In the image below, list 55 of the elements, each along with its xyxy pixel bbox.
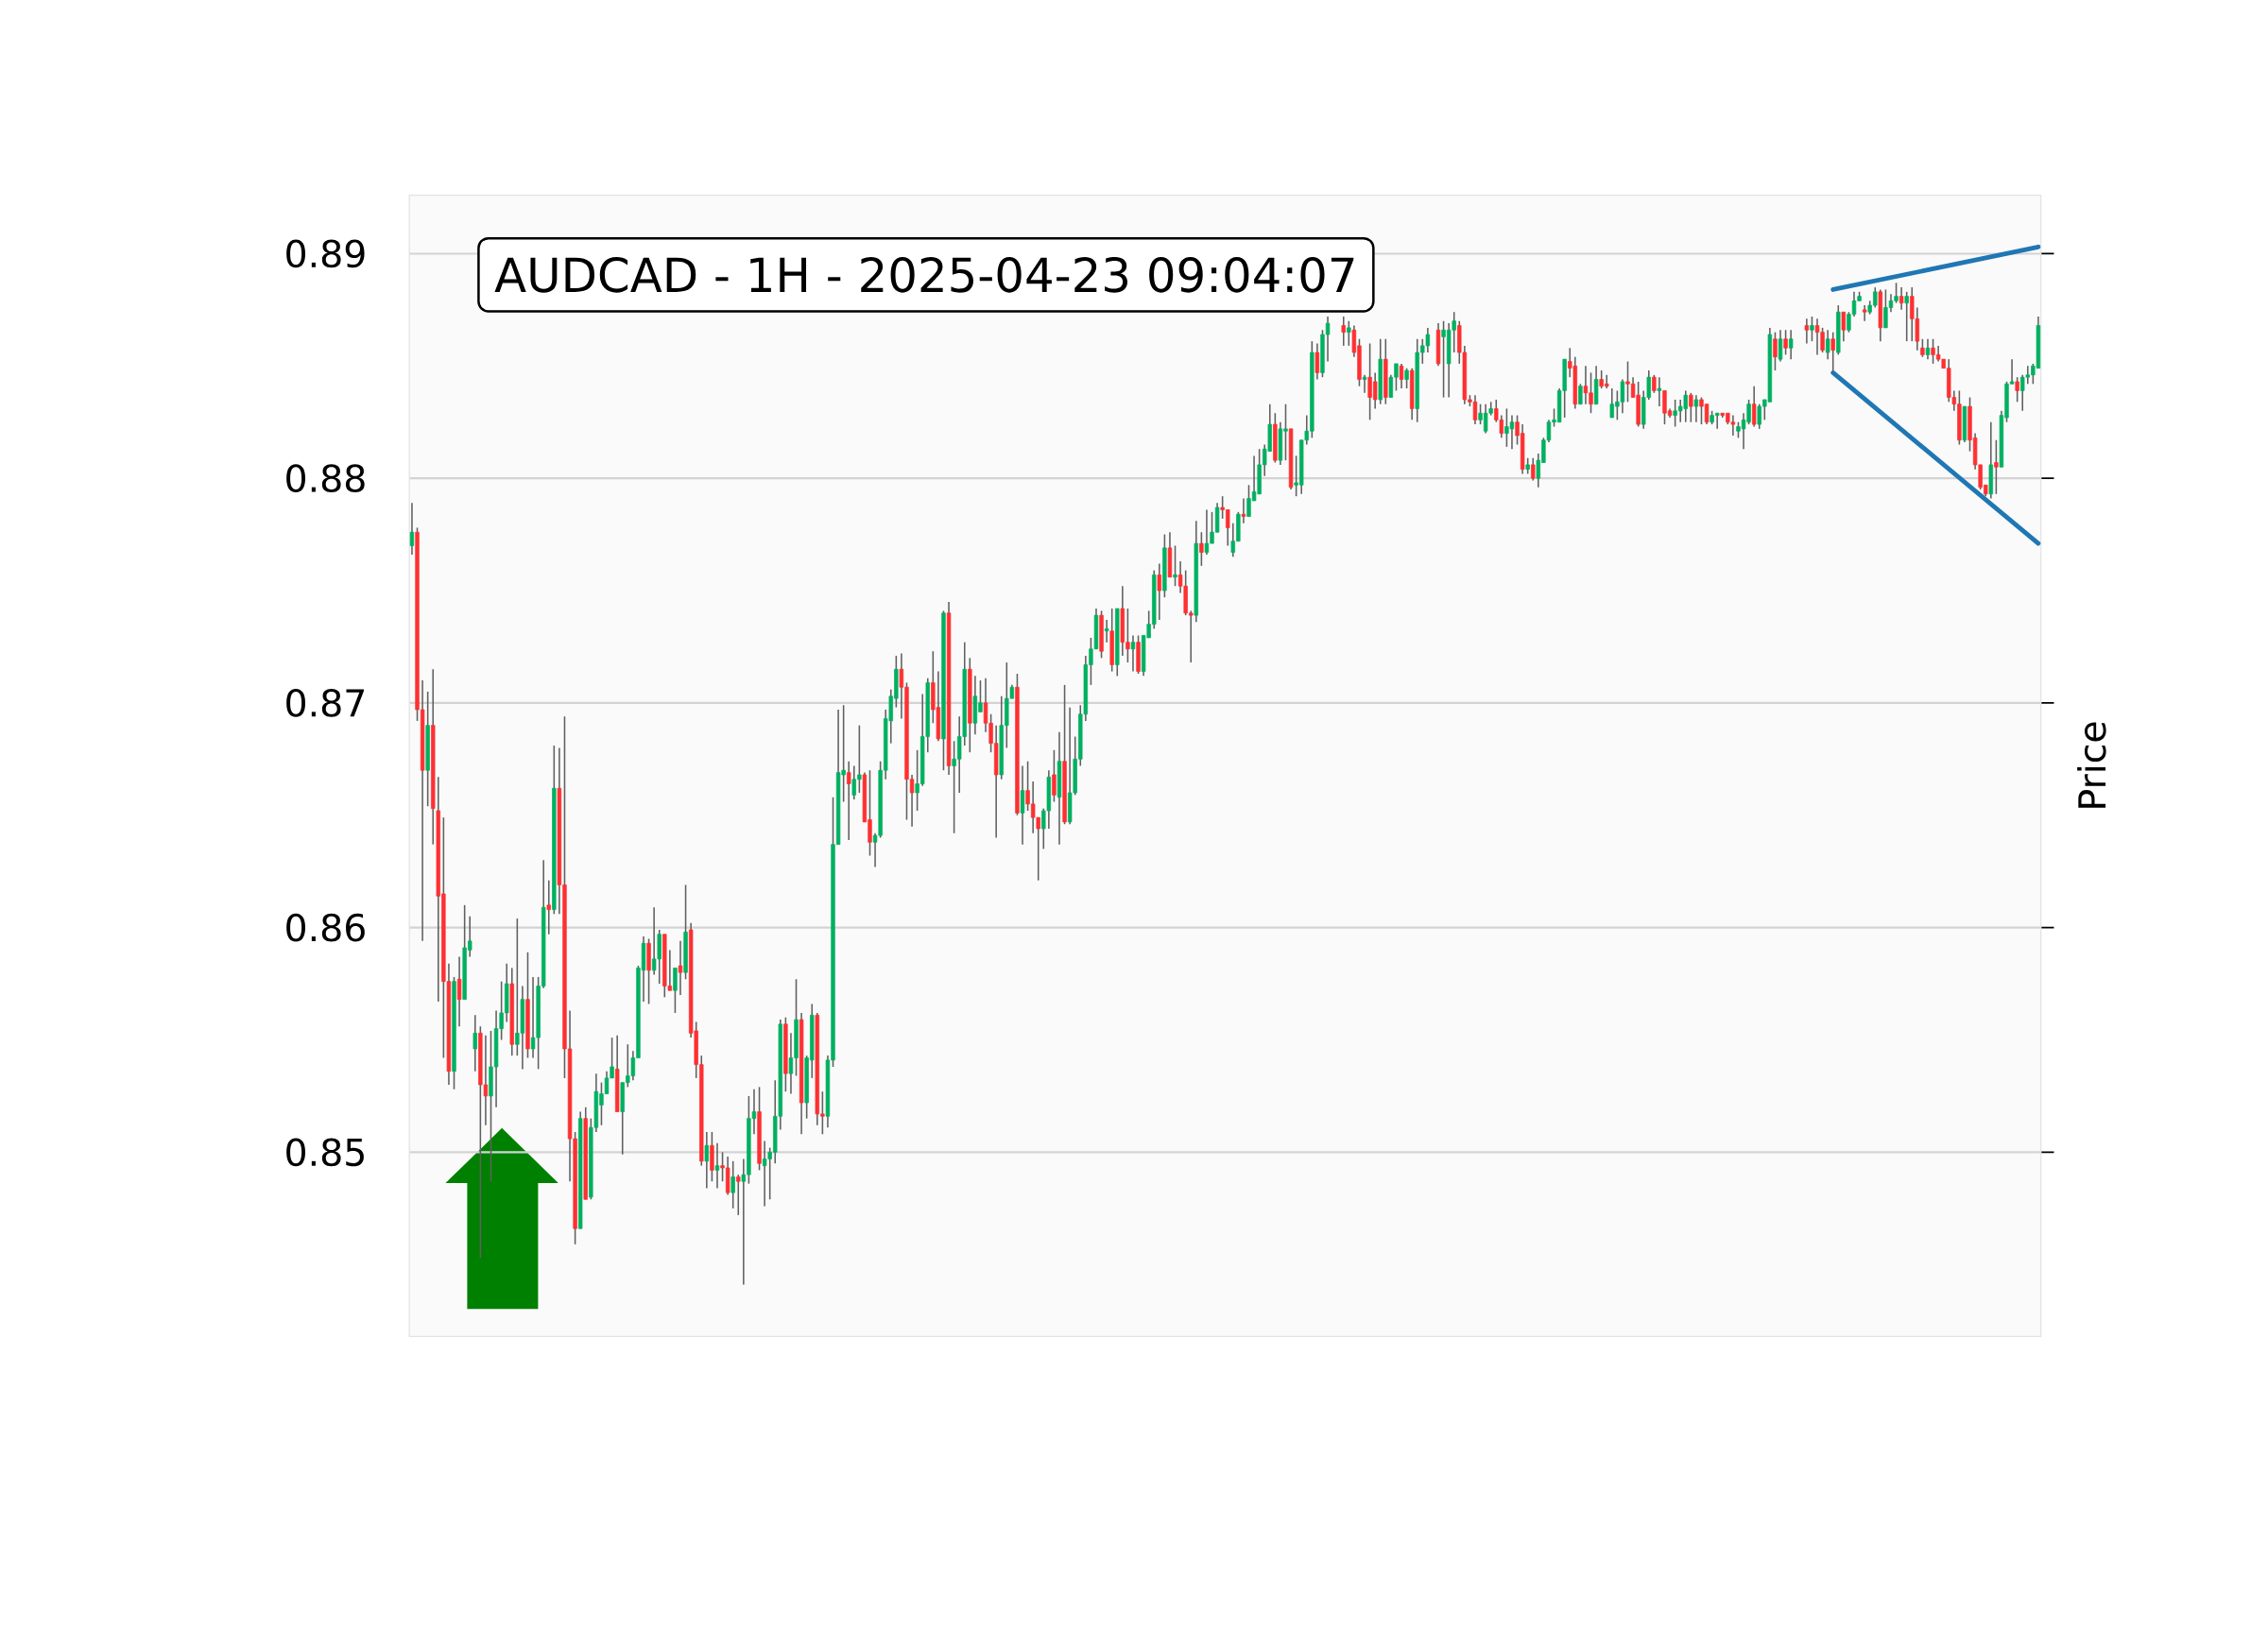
candlestick <box>1810 316 1814 342</box>
candlestick <box>1841 311 1847 342</box>
candlestick <box>1862 304 1867 322</box>
candlestick <box>1830 331 1835 374</box>
candlestick <box>1904 291 1909 342</box>
candlestick <box>546 879 551 935</box>
candlestick <box>678 940 683 996</box>
candlestick <box>1994 438 1999 495</box>
candlestick <box>1173 544 1177 588</box>
candlestick <box>1578 383 1583 405</box>
y-axis-title: Price <box>2077 722 2106 808</box>
candlestick <box>1052 749 1057 803</box>
candlestick <box>1925 337 1931 360</box>
y-tick-label: 0.87 <box>286 688 364 717</box>
candlestick <box>1104 619 1109 643</box>
candlestick <box>714 1142 720 1190</box>
candlestick <box>673 967 678 1014</box>
candlestick <box>704 1131 710 1190</box>
candlestick <box>1314 342 1320 381</box>
candlestick <box>1362 374 1367 394</box>
y-tick-label: 0.86 <box>286 913 365 942</box>
candlestick <box>1347 319 1351 347</box>
candlestick <box>847 760 851 841</box>
candlestick <box>1130 634 1136 673</box>
candlestick <box>409 502 415 556</box>
candlestick <box>1020 764 1025 846</box>
candlestick <box>1773 331 1778 371</box>
candlestick <box>1689 392 1693 423</box>
candlestick <box>1804 317 1810 345</box>
candlestick <box>1241 497 1246 524</box>
candlestick <box>1404 367 1409 389</box>
candlestick <box>1920 337 1925 358</box>
candlestick <box>456 955 462 1027</box>
candlestick <box>1693 394 1699 423</box>
candlestick <box>736 1174 741 1216</box>
candlestick <box>1788 329 1794 360</box>
candlestick <box>1399 363 1404 389</box>
y-tick-label: 0.89 <box>286 239 365 268</box>
text: AUDCAD - 1H - 2025-04-23 09:04:07 <box>494 256 1354 293</box>
candlestick <box>1531 456 1536 482</box>
candlestick <box>2015 376 2019 403</box>
y-tick-label: 0.88 <box>286 464 365 493</box>
candlestick <box>1199 531 1204 567</box>
candlestick <box>1157 562 1162 621</box>
candlestick <box>730 1160 735 1210</box>
candlestick <box>1657 376 1662 407</box>
candlestick <box>1341 316 1346 347</box>
candlestick <box>1778 329 1783 363</box>
y-tick-label: 0.85 <box>286 1138 364 1167</box>
candlestick <box>1652 374 1657 394</box>
candlestick <box>472 1014 477 1072</box>
candlestick <box>1825 329 1830 360</box>
candlestick <box>1899 286 1904 311</box>
candlestick <box>1783 329 1788 356</box>
candlestick <box>1751 385 1757 428</box>
